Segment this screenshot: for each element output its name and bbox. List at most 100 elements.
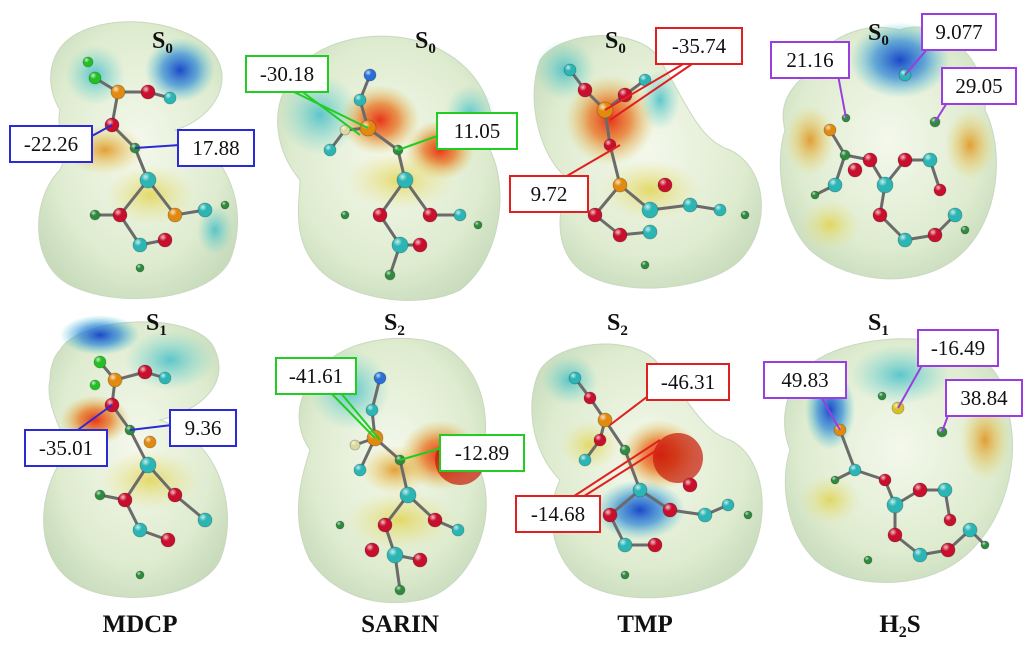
molecule-name-mdcp: MDCP <box>103 611 178 638</box>
atom-highlight <box>578 83 592 97</box>
atom-highlight <box>938 483 952 497</box>
value-callout <box>436 112 518 150</box>
atom-highlight <box>161 533 175 547</box>
esp-value: 9.36 <box>185 416 222 440</box>
panel-tmp-s2: S2 -46.31 -14.68 <box>515 310 763 599</box>
atom-highlight <box>864 556 872 564</box>
esp-value: -12.89 <box>455 441 509 465</box>
atom-highlight <box>722 499 734 511</box>
atom-highlight <box>118 493 132 507</box>
atom-highlight <box>698 508 712 522</box>
molecule-name-h2s: H2S <box>879 611 920 641</box>
atom-highlight <box>413 238 427 252</box>
atom-highlight <box>385 270 395 280</box>
atom-highlight <box>136 264 144 272</box>
atom-highlight <box>168 488 182 502</box>
atom-highlight <box>452 524 464 536</box>
atom-highlight <box>683 198 697 212</box>
atom-highlight <box>141 85 155 99</box>
atom-highlight <box>888 528 902 542</box>
atom-highlight <box>831 476 839 484</box>
value-callout <box>169 409 237 447</box>
atom-highlight <box>683 478 697 492</box>
esp-surface <box>531 343 763 599</box>
atom-highlight <box>138 365 152 379</box>
value-callout <box>509 175 589 213</box>
atom-highlight <box>744 511 752 519</box>
value-callout <box>515 495 601 533</box>
panel-sarin-s2: S2 -41.61 -12.89 <box>275 310 525 604</box>
atom-highlight <box>923 153 937 167</box>
atom-highlight <box>961 226 969 234</box>
atom-highlight <box>136 571 144 579</box>
state-label: S0 <box>415 28 436 57</box>
atom-highlight <box>613 178 627 192</box>
atom-highlight <box>90 210 100 220</box>
value-callout <box>275 357 357 395</box>
atom-highlight <box>108 373 122 387</box>
atom-highlight <box>341 211 349 219</box>
atom-highlight <box>324 144 336 156</box>
atom-highlight <box>898 233 912 247</box>
atom-highlight <box>620 445 630 455</box>
atom-highlight <box>564 64 576 76</box>
atom-highlight <box>639 74 651 86</box>
atom-highlight <box>428 513 442 527</box>
atom-highlight <box>878 392 886 400</box>
atom-highlight <box>963 523 977 537</box>
atom-highlight <box>387 547 403 563</box>
esp-value: 21.16 <box>786 48 833 72</box>
value-callout <box>177 129 255 167</box>
atom-highlight <box>828 178 842 192</box>
atom-highlight <box>877 177 893 193</box>
atom-highlight <box>373 208 387 222</box>
atom-highlight <box>374 372 386 384</box>
value-callout <box>9 125 93 163</box>
atom-highlight <box>824 124 836 136</box>
atom-highlight <box>474 221 482 229</box>
atom-highlight <box>94 356 106 368</box>
value-callout <box>646 363 730 401</box>
atom-highlight <box>873 208 887 222</box>
atom-highlight <box>603 508 617 522</box>
atom-highlight <box>879 474 891 486</box>
esp-value: -22.26 <box>24 132 78 156</box>
atom-highlight <box>948 208 962 222</box>
atom-highlight <box>913 548 927 562</box>
esp-value: 29.05 <box>955 74 1002 98</box>
atom-highlight <box>221 201 229 209</box>
state-label: S1 <box>868 310 889 339</box>
state-label: S2 <box>607 310 628 339</box>
atom-highlight <box>164 92 176 104</box>
value-callout <box>770 41 850 79</box>
ball-stick-model <box>82 56 230 273</box>
esp-surface <box>533 35 762 289</box>
atom-highlight <box>584 392 596 404</box>
state-label: S0 <box>152 28 173 57</box>
esp-value: 17.88 <box>192 136 239 160</box>
atom-highlight <box>454 209 466 221</box>
atom-highlight <box>840 150 850 160</box>
atom-highlight <box>366 404 378 416</box>
molecule-name-sarin: SARIN <box>361 611 439 638</box>
atom-highlight <box>579 454 591 466</box>
value-callout <box>945 379 1023 417</box>
atom-highlight <box>981 541 989 549</box>
atom-highlight <box>928 228 942 242</box>
esp-value: 38.84 <box>960 386 1008 410</box>
atom-highlight <box>198 513 212 527</box>
atom-highlight <box>340 125 350 135</box>
panel-h2s-s0: S0 21.16 9.077 29.05 <box>770 13 1017 280</box>
esp-value: -14.68 <box>531 502 585 526</box>
esp-value: 11.05 <box>454 119 500 143</box>
atom-highlight <box>863 153 877 167</box>
atom-highlight <box>641 261 649 269</box>
panel-sarin-s0: S0 -30.18 11.05 <box>245 28 518 301</box>
atom-highlight <box>392 237 408 253</box>
state-label: S2 <box>384 310 405 339</box>
panel-mdcp-s1: S1 -35.01 9.36 <box>24 310 237 598</box>
atom-highlight <box>588 208 602 222</box>
esp-value: -30.18 <box>260 62 314 86</box>
atom-highlight <box>598 413 612 427</box>
atom-highlight <box>354 464 366 476</box>
